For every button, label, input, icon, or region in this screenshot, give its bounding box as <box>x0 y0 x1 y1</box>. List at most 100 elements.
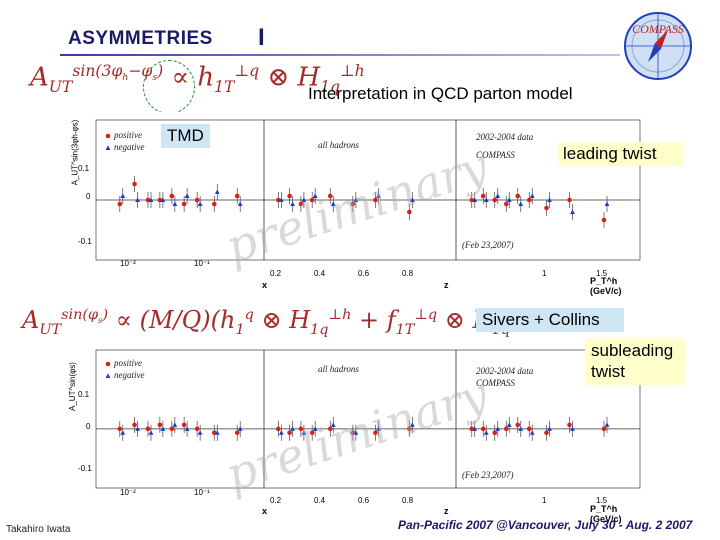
negative-data-point <box>148 197 154 202</box>
negative-data-point <box>278 430 284 435</box>
negative-data-point <box>301 430 307 435</box>
negative-data-point <box>214 430 220 435</box>
positive-data-point <box>276 426 281 432</box>
positive-data-point <box>526 197 532 203</box>
positive-data-point <box>309 197 315 203</box>
negative-data-point <box>518 426 524 431</box>
negative-data-point <box>604 201 610 206</box>
subplot-frame <box>455 119 641 261</box>
sivers-collins-label: Sivers + Collins <box>476 308 624 332</box>
x-tick-label: 1.5 <box>596 269 608 278</box>
positive-data-point <box>480 426 486 432</box>
formula-subleading-twist: AUTsin(φs) ∝ (M/Q)(h1q ⊗ H1q⊥h + f1T⊥q ⊗… <box>22 306 529 338</box>
positive-data-point <box>145 426 151 432</box>
negative-data-point <box>135 197 140 202</box>
positive-data-point <box>407 209 412 215</box>
y-tick-label: -0.1 <box>78 464 92 473</box>
negative-data-point <box>506 197 512 202</box>
asymmetry-plot-top: preliminary A_UT^sin(3φh-φs) positive ne… <box>56 112 642 296</box>
data-years-label: 2002-2004 data <box>476 132 534 142</box>
negative-data-point <box>376 193 381 198</box>
legend-negative-marker <box>105 373 111 378</box>
negative-data-point <box>197 201 203 206</box>
negative-data-point <box>330 422 336 427</box>
negative-data-point <box>353 430 359 435</box>
positive-data-point <box>601 217 607 223</box>
negative-data-point <box>184 193 190 198</box>
negative-data-point <box>160 426 166 431</box>
negative-data-point <box>547 197 552 202</box>
negative-data-point <box>570 426 575 431</box>
positive-data-point <box>480 193 486 199</box>
negative-data-point <box>290 426 296 431</box>
x-tick-label: 10⁻¹ <box>194 488 210 497</box>
negative-data-point <box>184 426 190 431</box>
x-axis-label-x: x <box>262 280 268 290</box>
negative-data-point <box>409 422 415 427</box>
positive-data-point <box>503 201 509 207</box>
x-tick-label: 10⁻¹ <box>194 259 210 268</box>
compass-logo-text: COMPASS <box>632 22 684 36</box>
slide-title: ASYMMETRIES <box>68 28 213 49</box>
y-tick-label: 0.1 <box>78 390 90 399</box>
positive-data-point <box>117 201 123 207</box>
data-years-label: 2002-2004 data <box>476 366 534 376</box>
positive-data-point <box>327 193 333 199</box>
leading-twist-label: leading twist <box>557 142 683 166</box>
negative-data-point <box>570 209 575 214</box>
legend-negative: negative <box>114 142 145 152</box>
y-axis-title: A_UT^sin(φs) <box>67 362 77 411</box>
negative-data-point <box>495 426 501 431</box>
positive-data-point <box>181 201 187 207</box>
legend-negative-marker <box>105 145 111 150</box>
negative-data-point <box>120 430 126 435</box>
positive-data-point <box>132 181 137 187</box>
negative-data-point <box>120 193 126 198</box>
x-tick-label: 0.2 <box>270 496 282 505</box>
compass-label: COMPASS <box>476 378 515 388</box>
positive-data-point <box>544 205 549 211</box>
x-tick-label: 0.2 <box>270 269 282 278</box>
negative-data-point <box>529 193 535 198</box>
negative-data-point <box>472 197 478 202</box>
positive-data-point <box>298 426 304 432</box>
negative-data-point <box>547 426 552 431</box>
positive-data-point <box>181 422 187 428</box>
negative-data-point <box>495 193 501 198</box>
tmd-label: TMD <box>161 124 210 148</box>
positive-data-point <box>234 430 240 436</box>
positive-data-point <box>234 193 240 199</box>
positive-data-point <box>544 430 549 436</box>
negative-data-point <box>312 193 318 198</box>
positive-data-point <box>526 426 532 432</box>
interpretation-text: Interpretation in QCD parton model <box>308 84 573 103</box>
x-tick-label: 0.4 <box>314 269 326 278</box>
positive-data-point <box>327 426 333 432</box>
x-tick-label: 1 <box>542 496 547 505</box>
positive-data-point <box>515 193 521 199</box>
negative-data-point <box>278 197 284 202</box>
negative-data-point <box>214 189 220 194</box>
negative-data-point <box>330 201 336 206</box>
positive-data-point <box>309 430 315 436</box>
negative-data-point <box>483 430 489 435</box>
footer-author: Takahiro Iwata <box>6 524 71 535</box>
negative-data-point <box>237 426 243 431</box>
x-tick-label: 0.8 <box>402 496 414 505</box>
asymmetry-plot-bottom: preliminary A_UT^sin(φs) positive negati… <box>56 346 642 524</box>
x-tick-label: 10⁻² <box>120 259 136 268</box>
y-tick-label: 0 <box>86 422 91 431</box>
x-axis-label-pt: P_T^h (GeV/c) <box>590 504 622 524</box>
negative-data-point <box>529 430 535 435</box>
positive-data-point <box>515 422 521 428</box>
legend-positive-marker <box>105 361 111 367</box>
plot-canvas-bottom <box>95 349 641 489</box>
x-axis-label-z: z <box>444 280 449 290</box>
negative-data-point <box>376 426 381 431</box>
negative-data-point <box>135 426 140 431</box>
x-tick-label: 0.4 <box>314 496 326 505</box>
negative-data-point <box>472 426 478 431</box>
y-tick-label: -0.1 <box>78 237 92 246</box>
y-tick-label: 0 <box>86 192 91 201</box>
legend-positive: positive <box>114 358 142 368</box>
